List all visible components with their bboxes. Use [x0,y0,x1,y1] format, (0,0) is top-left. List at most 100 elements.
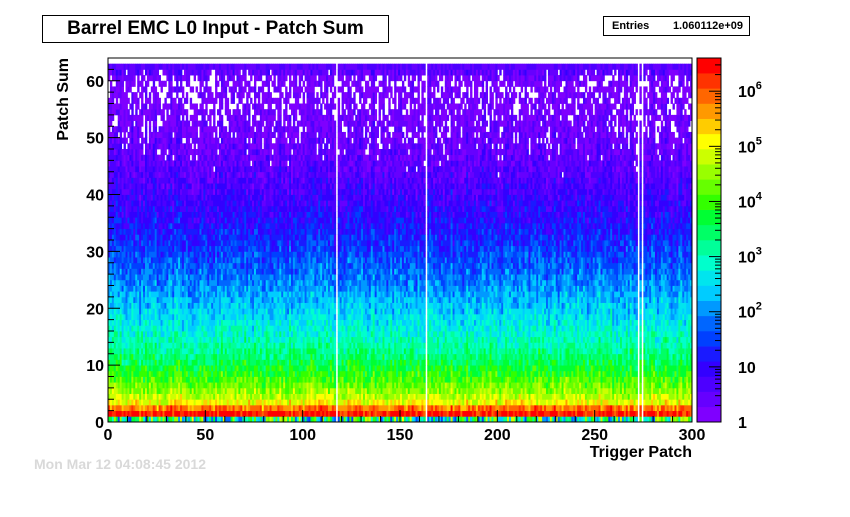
heatmap-cell [108,137,111,144]
heatmap-cell [269,387,272,394]
heatmap-cell [269,399,272,406]
heatmap-cell [238,131,241,139]
heatmap-cell [150,353,154,360]
heatmap-cell [250,387,253,394]
heatmap-cell [113,131,117,139]
heatmap-cell [218,279,222,286]
heatmap-cell [217,291,220,298]
heatmap-cell [209,285,212,292]
heatmap-cell [148,75,152,82]
heatmap-cell [246,348,249,355]
heatmap-cell [224,143,228,150]
heatmap-cell [207,86,210,93]
heatmap-cell [187,382,191,389]
heatmap-cell [152,245,156,252]
heatmap-cell [209,166,212,173]
heatmap-cell [129,262,132,269]
heatmap-cell [234,279,237,286]
heatmap-cell [133,262,136,269]
heatmap-cell [176,382,179,389]
heatmap-cell [156,404,160,412]
heatmap-cell [240,222,243,230]
heatmap-cell [170,302,173,309]
heatmap-cell [133,205,136,212]
heatmap-cell [199,143,202,150]
heatmap-cell [156,188,160,195]
heatmap-cell [228,359,232,366]
heatmap-cell [183,353,187,360]
heatmap-cell [250,86,253,93]
heatmap-cell [135,200,138,207]
heatmap-cell [156,325,160,332]
heatmap-cell [113,308,117,315]
heatmap-cell [193,160,196,167]
heatmap-cell [259,63,263,70]
heatmap-cell [139,313,142,321]
heatmap-cell [143,342,146,349]
heatmap-cell [269,370,272,377]
heatmap-cell [211,359,214,366]
heatmap-cell [160,382,163,389]
heatmap-cell [154,251,158,258]
heatmap-cell [150,274,154,281]
heatmap-cell [135,291,138,298]
heatmap-cell [205,251,208,258]
heatmap-cell [193,69,196,76]
heatmap-cell [267,370,270,377]
heatmap-cell [265,331,269,338]
heatmap-cell [205,416,208,423]
heatmap-cell [230,245,233,252]
heatmap-cell [181,342,185,349]
heatmap-cell [205,103,208,110]
heatmap-cell [117,302,121,309]
heatmap-cell [115,217,119,224]
heatmap-cell [154,166,158,173]
heatmap-cell [137,376,140,383]
heatmap-cell [174,211,177,218]
heatmap-cell [232,251,235,258]
heatmap-cell [158,194,161,201]
heatmap-cell [170,143,173,150]
heatmap-cell [246,234,249,241]
heatmap-cell [257,205,261,212]
heatmap-cell [158,126,161,133]
heatmap-cell [213,291,216,298]
heatmap-cell [226,348,230,355]
heatmap-cell [267,342,270,349]
heatmap-cell [257,228,261,235]
heatmap-cell [121,92,124,99]
heatmap-cell [195,365,198,372]
heatmap-cell [172,308,175,315]
heatmap-cell [185,251,189,258]
heatmap-cell [261,365,265,372]
heatmap-cell [144,268,148,275]
heatmap-cell [139,188,142,195]
heatmap-cell [215,410,218,417]
heatmap-cell [146,365,150,372]
heatmap-cell [255,365,259,372]
heatmap-cell [125,177,128,184]
heatmap-cell [131,262,134,269]
heatmap-cell [246,211,249,218]
heatmap-cell [131,217,134,224]
heatmap-cell [230,200,233,207]
heatmap-cell [189,188,193,195]
heatmap-cell [193,154,196,161]
heatmap-cell [160,160,163,167]
heatmap-cell [201,183,204,190]
heatmap-cell [168,376,171,383]
heatmap-cell [144,120,148,127]
heatmap-cell [254,211,257,218]
heatmap-cell [141,274,144,281]
heatmap-cell [144,325,148,332]
heatmap-cell [164,222,167,230]
heatmap-cell [139,319,142,326]
heatmap-cell [137,97,140,104]
heatmap-cell [119,342,123,349]
heatmap-cell [222,149,226,156]
heatmap-cell [244,228,247,235]
heatmap-cell [125,348,128,355]
heatmap-cell [187,404,191,412]
heatmap-cell [246,245,249,252]
heatmap-cell [242,171,245,178]
